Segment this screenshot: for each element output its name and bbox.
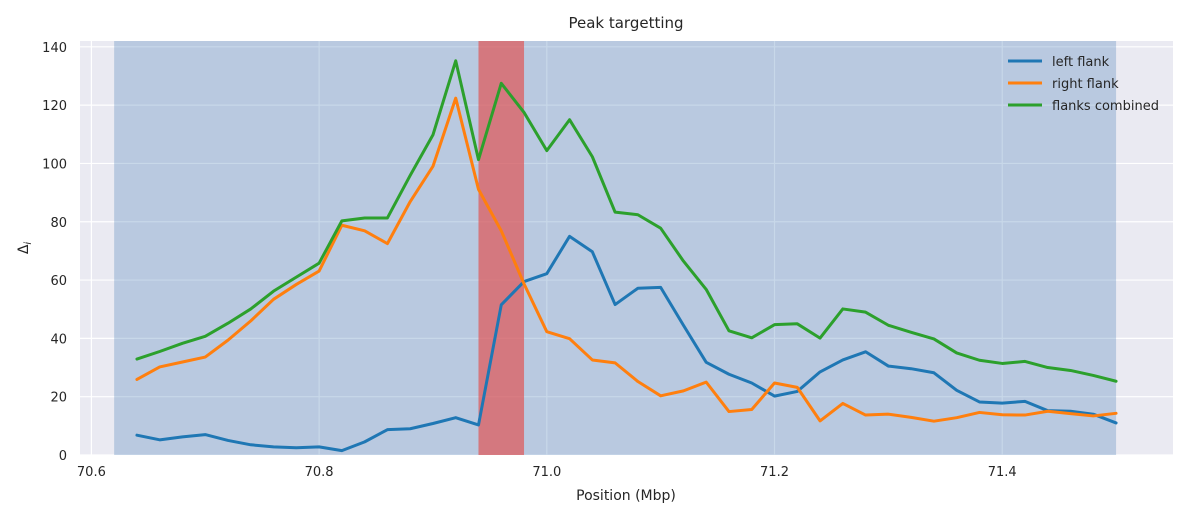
y-axis-label-subscript: i: [23, 242, 34, 245]
series-line-flanks-combined: [135, 59, 1118, 383]
y-tick-labels: 0 20 40 60 80 100 120 140: [42, 41, 67, 464]
chart-title: Peak targetting: [568, 14, 683, 32]
x-tick-label: 71.4: [988, 465, 1017, 480]
x-tick-labels: 70.6 70.8 71.0 71.2 71.4: [77, 465, 1017, 480]
x-tick-label: 70.8: [305, 465, 334, 480]
grid: [80, 41, 1173, 456]
legend-label-flanks-combined: flanks combined: [1052, 99, 1159, 114]
series-lines: [135, 59, 1118, 453]
x-tick-label: 71.0: [532, 465, 561, 480]
series-line-right-flank: [135, 96, 1118, 423]
x-axis-label: Position (Mbp): [576, 488, 676, 504]
highlight-spans: [114, 41, 1117, 455]
legend-label-left-flank: left flank: [1052, 55, 1110, 70]
y-tick-label: 40: [50, 332, 67, 347]
blue-span: [114, 41, 1117, 455]
x-tick-label: 71.2: [760, 465, 789, 480]
y-tick-label: 0: [59, 449, 67, 464]
y-tick-label: 120: [42, 99, 67, 114]
y-axis-label: Δi: [16, 242, 34, 255]
plot-area: [80, 41, 1173, 455]
y-tick-label: 100: [42, 157, 67, 172]
legend-label-right-flank: right flank: [1052, 77, 1119, 92]
y-tick-label: 80: [50, 216, 67, 231]
y-tick-label: 140: [42, 41, 67, 56]
series-line-left-flank: [135, 234, 1118, 453]
legend: left flank right flank flanks combined: [1008, 55, 1159, 114]
y-axis-label-symbol: Δ: [16, 244, 32, 254]
x-tick-label: 70.6: [77, 465, 106, 480]
y-tick-label: 20: [50, 391, 67, 406]
y-tick-label: 60: [50, 274, 67, 289]
